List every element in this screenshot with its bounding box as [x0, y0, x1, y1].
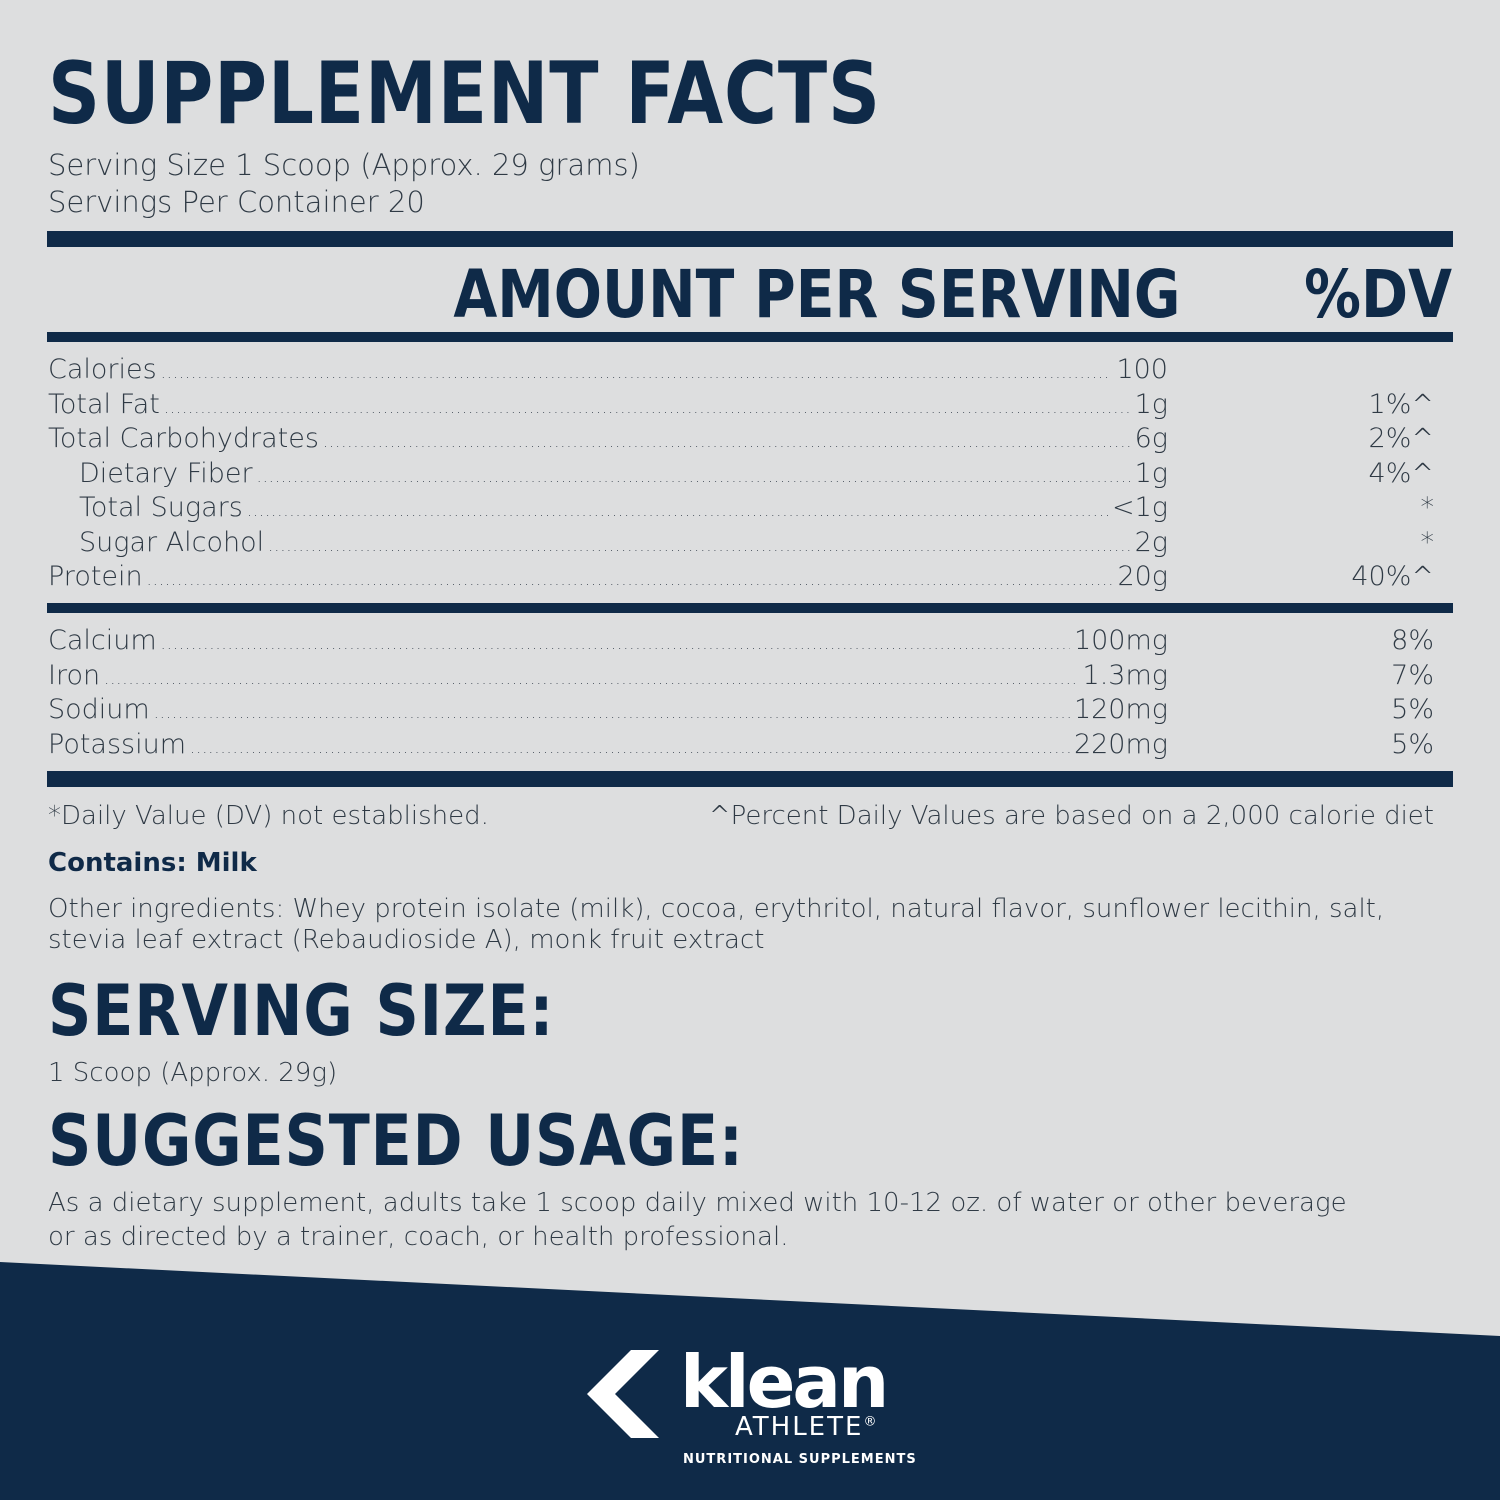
- suggested-usage-text: As a dietary supplement, adults take 1 s…: [48, 1188, 1347, 1252]
- nutrient-amount: 100: [1112, 354, 1168, 385]
- nutrient-amount: 120mg: [1069, 694, 1168, 725]
- nutrient-name: Sugar Alcohol: [48, 526, 269, 558]
- nutrient-name: Sodium: [48, 694, 154, 725]
- nutrient-dv: 1%^: [1368, 388, 1434, 420]
- divider-thick: [47, 231, 1453, 247]
- nutrient-dv: *: [1420, 526, 1435, 558]
- dv-header: %DV: [1304, 256, 1452, 333]
- nutrient-amount: 1g: [1130, 457, 1168, 489]
- serving-size-heading: SERVING SIZE:: [48, 970, 555, 1052]
- nutrient-dv: 5%: [1391, 728, 1434, 760]
- nutrient-amount: 100mg: [1069, 625, 1168, 656]
- dot-leader: ........................................…: [190, 737, 1070, 757]
- dot-leader: ........................................…: [246, 501, 1108, 520]
- dot-leader: ........................................…: [322, 432, 1131, 451]
- dot-leader: ........................................…: [256, 466, 1131, 486]
- nutrient-dv: 5%: [1391, 694, 1434, 725]
- brand-logo: klean ATHLETE® NUTRITIONAL SUPPLEMENTS: [585, 1340, 917, 1475]
- nutrient-row: Sugar Alcohol...........................…: [48, 526, 1168, 561]
- servings-per-container-line: Servings Per Container 20: [48, 185, 425, 219]
- nutrient-name: Calcium: [48, 625, 161, 656]
- page-title: SUPPLEMENT FACTS: [48, 44, 881, 144]
- allergen-contains: Contains: Milk: [48, 848, 257, 878]
- nutrient-name: Total Fat: [48, 388, 164, 420]
- nutrient-amount: <1g: [1107, 492, 1168, 523]
- nutrient-name: Iron: [48, 659, 105, 691]
- nutrient-row: Sodium..................................…: [48, 694, 1168, 728]
- nutrient-row: Total Carbohydrates.....................…: [48, 423, 1168, 457]
- registered-mark: ®: [863, 1414, 879, 1430]
- divider-thick: [47, 771, 1453, 787]
- nutrient-amount: 1.3mg: [1078, 659, 1168, 691]
- nutrient-row: Total Sugars............................…: [48, 492, 1168, 526]
- dot-leader: ........................................…: [163, 397, 1131, 417]
- nutrient-name: Dietary Fiber: [48, 457, 257, 489]
- nutrient-dv: 7%: [1391, 659, 1434, 691]
- other-ingredients: Other ingredients: Whey protein isolate …: [48, 894, 1385, 955]
- nutrient-dv: 8%: [1391, 625, 1434, 656]
- nutrient-amount: 20g: [1113, 561, 1168, 592]
- dv-not-established-note: *Daily Value (DV) not established.: [48, 801, 489, 831]
- nutrient-row: Iron....................................…: [48, 659, 1168, 694]
- nutrient-amount: 1g: [1130, 388, 1168, 420]
- nutrient-dv: 2%^: [1368, 423, 1434, 454]
- divider: [47, 603, 1453, 613]
- nutrient-row: Dietary Fiber...........................…: [48, 457, 1168, 492]
- logo-tagline: NUTRITIONAL SUPPLEMENTS: [683, 1452, 917, 1467]
- dot-leader: ........................................…: [160, 634, 1070, 653]
- divider: [47, 332, 1453, 342]
- dot-leader: ........................................…: [268, 535, 1130, 555]
- nutrient-amount: 6g: [1130, 423, 1168, 454]
- serving-size-line: Serving Size 1 Scoop (Approx. 29 grams): [48, 148, 640, 182]
- dot-leader: ........................................…: [160, 363, 1113, 382]
- logo-wordmark: klean: [680, 1340, 889, 1424]
- suggested-usage-heading: SUGGESTED USAGE:: [48, 1100, 744, 1182]
- nutrient-name: Calories: [48, 354, 161, 385]
- logo-athlete: ATHLETE®: [735, 1412, 879, 1442]
- chevron-left-icon: [587, 1350, 659, 1438]
- nutrient-row: Protein.................................…: [48, 561, 1168, 595]
- nutrient-row: Calcium.................................…: [48, 625, 1168, 659]
- serving-size-text: 1 Scoop (Approx. 29g): [48, 1058, 338, 1088]
- nutrient-name: Total Carbohydrates: [48, 423, 323, 454]
- nutrient-dv: 40%^: [1351, 561, 1434, 592]
- amount-per-serving-header: AMOUNT PER SERVING: [452, 256, 1180, 333]
- dot-leader: ........................................…: [153, 703, 1070, 722]
- nutrient-row: Total Fat...............................…: [48, 388, 1168, 423]
- nutrient-dv: *: [1420, 492, 1435, 523]
- nutrient-amount: 2g: [1130, 526, 1168, 558]
- nutrient-row: Calories................................…: [48, 354, 1168, 388]
- nutrient-name: Total Sugars: [48, 492, 247, 523]
- nutrient-amount: 220mg: [1069, 728, 1168, 760]
- dot-leader: ........................................…: [104, 668, 1078, 688]
- percent-daily-values-note: ^Percent Daily Values are based on a 2,0…: [708, 801, 1434, 831]
- nutrient-name: Protein: [48, 561, 147, 592]
- nutrient-name: Potassium: [48, 728, 191, 760]
- nutrient-row: Potassium...............................…: [48, 728, 1168, 763]
- nutrient-dv: 4%^: [1368, 457, 1434, 489]
- dot-leader: ........................................…: [146, 570, 1114, 589]
